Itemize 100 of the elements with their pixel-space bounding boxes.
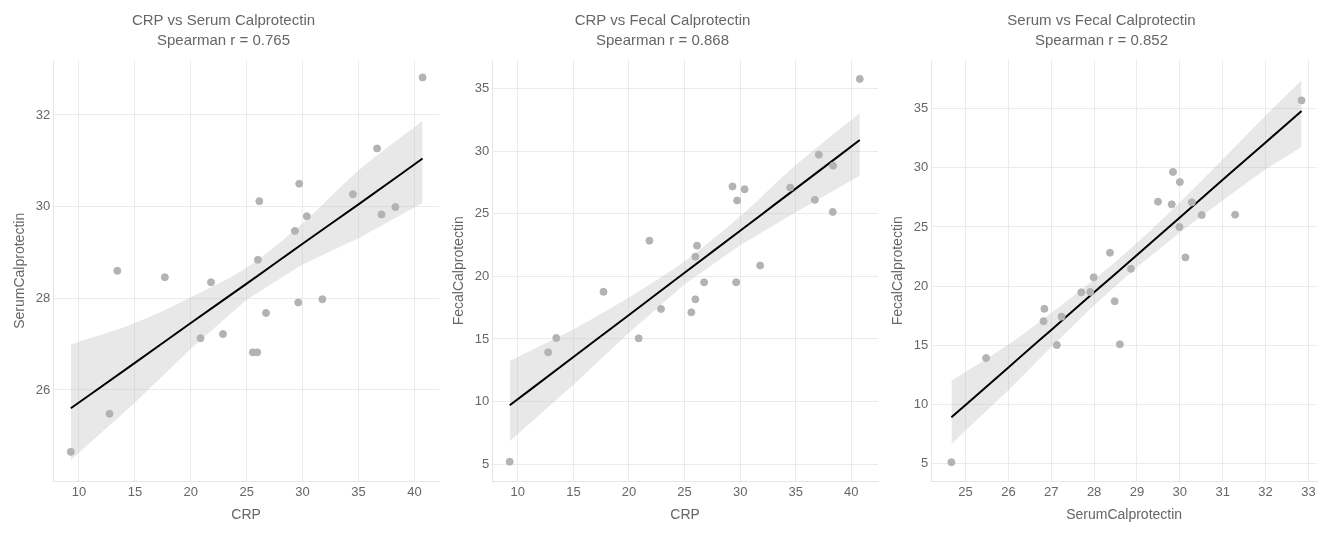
x-tick-label: 35 — [351, 483, 366, 499]
chart-subtitle: Spearman r = 0.868 — [595, 31, 730, 49]
y-tick-label: 26 — [35, 381, 51, 397]
point — [829, 161, 838, 170]
x-tick-label: 35 — [788, 483, 803, 499]
x-axis-title: SerumCalprotectin — [1066, 506, 1183, 523]
y-tick-label: 25 — [913, 218, 929, 234]
point — [1187, 198, 1196, 207]
x-tick-label: 25 — [958, 483, 973, 499]
x-tick-label: 15 — [566, 483, 581, 499]
y-tick-label: 15 — [474, 330, 490, 346]
y-tick-label: 5 — [921, 455, 929, 471]
point — [1167, 200, 1176, 209]
line-series — [508, 139, 861, 407]
point — [982, 354, 991, 363]
x-tick-label: 10 — [510, 483, 526, 499]
x-tick-label: 10 — [71, 483, 87, 499]
point — [1153, 197, 1162, 206]
chart-title: Serum vs Fecal Calprotectin — [1007, 11, 1196, 29]
chart-title: CRP vs Fecal Calprotectin — [574, 11, 751, 29]
point — [733, 196, 742, 205]
point — [657, 304, 666, 313]
point — [218, 330, 227, 339]
point — [1040, 304, 1049, 313]
x-tick-label: 15 — [127, 483, 143, 499]
x-tick-label: 20 — [621, 483, 637, 499]
point — [1110, 297, 1119, 306]
point — [634, 334, 643, 343]
point — [160, 273, 169, 282]
point — [544, 348, 553, 357]
point — [1057, 312, 1066, 321]
x-tick-label: 30 — [295, 483, 310, 499]
point — [113, 266, 122, 275]
point — [552, 333, 561, 342]
point — [693, 241, 702, 250]
point — [1089, 273, 1098, 282]
y-tick-label: 35 — [474, 80, 490, 96]
point — [1231, 210, 1240, 219]
y-tick-label: 20 — [474, 268, 490, 284]
y-axis-title: SerumCalprotectin — [11, 212, 28, 329]
point — [1175, 222, 1184, 231]
y-axis-title: FecalCalprotectin — [889, 216, 906, 326]
point — [599, 287, 608, 296]
point — [391, 203, 400, 212]
y-tick-label: 30 — [35, 198, 51, 214]
point — [828, 207, 837, 216]
point — [105, 409, 114, 418]
point — [290, 226, 299, 235]
point — [1297, 96, 1306, 105]
y-tick-label: 25 — [474, 205, 490, 221]
x-tick-label: 26 — [1001, 483, 1016, 499]
y-tick-label: 10 — [474, 393, 490, 409]
point — [377, 210, 386, 219]
point — [348, 190, 357, 199]
point — [1126, 264, 1135, 273]
point — [728, 182, 737, 191]
y-tick-label: 10 — [913, 396, 929, 412]
point — [295, 179, 304, 188]
point — [418, 73, 427, 82]
point — [814, 150, 823, 159]
point — [1168, 167, 1177, 176]
chart-subtitle: Spearman r = 0.852 — [1034, 31, 1169, 49]
x-tick-label: 27 — [1044, 483, 1059, 499]
point — [1077, 288, 1086, 297]
y-tick-label: 30 — [913, 159, 929, 175]
x-tick-label: 28 — [1086, 483, 1102, 499]
x-axis-title: CRP — [670, 506, 700, 523]
line-series — [950, 109, 1303, 419]
point — [1039, 317, 1048, 326]
point — [302, 212, 311, 221]
point — [66, 447, 75, 456]
point — [855, 74, 864, 83]
x-tick-label: 29 — [1129, 483, 1145, 499]
point — [505, 457, 514, 466]
y-tick-label: 35 — [913, 100, 929, 116]
point — [756, 261, 765, 270]
x-axis-title: CRP — [231, 506, 261, 523]
x-tick-label: 40 — [407, 483, 422, 499]
point — [1175, 178, 1184, 187]
y-tick-label: 30 — [474, 142, 490, 158]
x-tick-label: 25 — [677, 483, 692, 499]
x-tick-label: 32 — [1258, 483, 1273, 499]
line-series — [69, 157, 424, 410]
point — [687, 308, 696, 317]
x-tick-label: 33 — [1301, 483, 1316, 499]
chart-title: CRP vs Serum Calprotectin — [131, 11, 316, 29]
point — [700, 278, 709, 287]
point — [1197, 211, 1206, 220]
point — [1086, 288, 1095, 296]
point — [691, 295, 700, 304]
chart-subtitle: Spearman r = 0.765 — [156, 31, 291, 49]
point — [1052, 341, 1061, 350]
point — [318, 295, 327, 304]
y-axis-title: FecalCalprotectin — [450, 216, 467, 326]
y-tick-label: 28 — [35, 289, 51, 305]
x-tick-label: 31 — [1215, 483, 1230, 499]
y-tick-label: 20 — [913, 277, 929, 293]
x-tick-label: 20 — [183, 483, 199, 499]
point — [253, 255, 262, 264]
y-tick-label: 32 — [35, 106, 51, 122]
